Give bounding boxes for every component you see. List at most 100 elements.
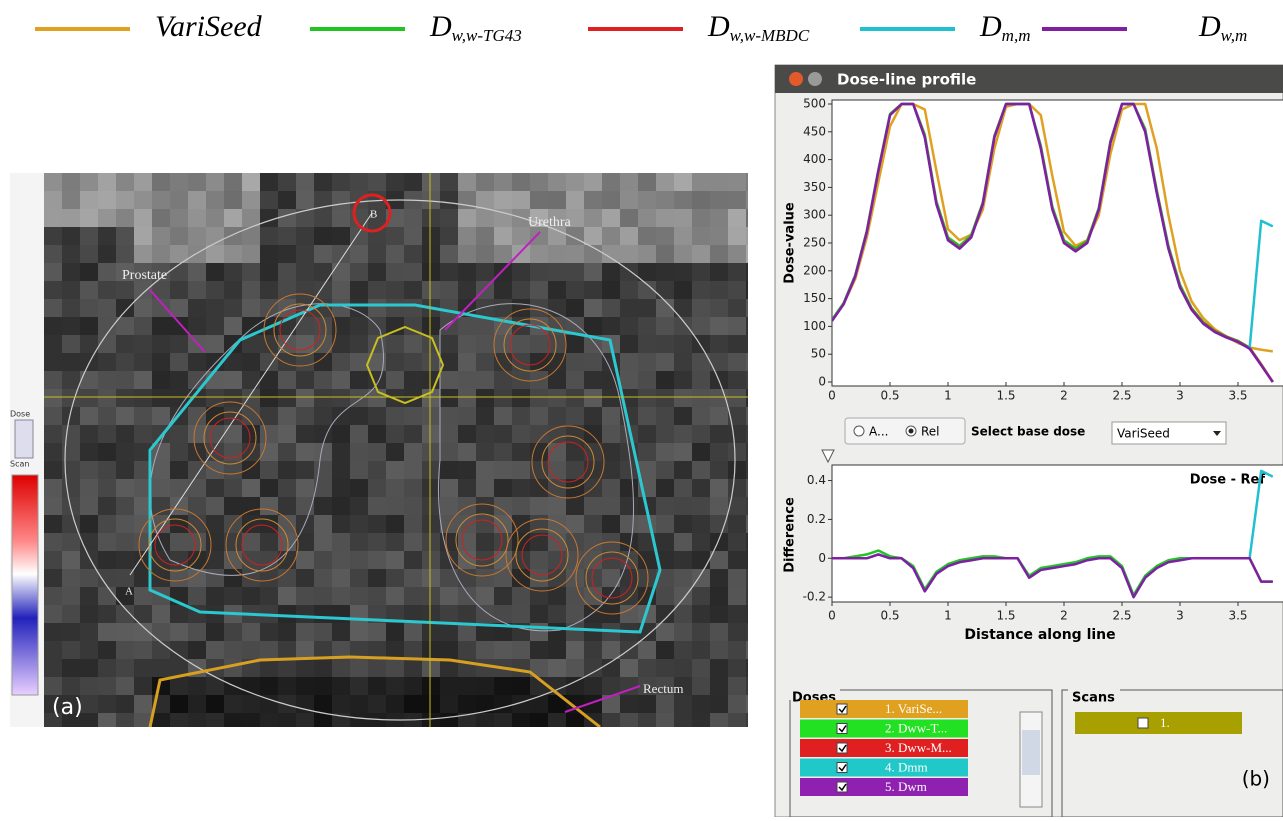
pixel xyxy=(638,209,656,227)
pixel xyxy=(278,659,296,677)
pixel xyxy=(134,317,152,335)
pixel xyxy=(278,263,296,281)
pixel xyxy=(440,641,458,659)
pixel xyxy=(314,515,332,533)
pixel xyxy=(260,587,278,605)
pixel xyxy=(314,425,332,443)
pixel xyxy=(440,335,458,353)
pixel xyxy=(98,479,116,497)
pixel xyxy=(332,695,350,713)
pixel xyxy=(728,389,746,407)
pixel xyxy=(332,371,350,389)
pixel xyxy=(674,587,692,605)
pixel xyxy=(692,623,710,641)
pixel xyxy=(152,551,170,569)
pixel xyxy=(242,191,260,209)
pixel xyxy=(440,569,458,587)
pixel xyxy=(476,173,494,191)
pixel xyxy=(152,245,170,263)
x-tick-label: 1.5 xyxy=(996,389,1015,403)
pixel xyxy=(80,245,98,263)
pixel xyxy=(602,515,620,533)
pixel xyxy=(746,443,764,461)
scan-row[interactable] xyxy=(1075,712,1242,734)
pixel xyxy=(476,587,494,605)
pixel xyxy=(710,659,728,677)
pixel xyxy=(494,407,512,425)
close-button[interactable] xyxy=(789,72,803,86)
pixel xyxy=(494,425,512,443)
scroll-thumb[interactable] xyxy=(1022,730,1040,775)
pixel xyxy=(404,533,422,551)
dose-row[interactable] xyxy=(800,700,968,718)
pixel xyxy=(602,641,620,659)
pixel xyxy=(386,353,404,371)
pixel xyxy=(440,515,458,533)
pixel xyxy=(296,677,314,695)
pixel xyxy=(710,335,728,353)
pixel xyxy=(296,569,314,587)
pixel xyxy=(476,515,494,533)
pixel xyxy=(422,461,440,479)
pixel xyxy=(62,623,80,641)
pixel xyxy=(242,173,260,191)
pixel xyxy=(260,425,278,443)
pixel xyxy=(458,317,476,335)
pixel xyxy=(404,371,422,389)
pixel xyxy=(710,533,728,551)
pixel xyxy=(242,587,260,605)
pixel xyxy=(332,479,350,497)
pixel xyxy=(314,533,332,551)
pixel xyxy=(116,281,134,299)
pixel xyxy=(242,551,260,569)
pixel xyxy=(80,227,98,245)
pixel xyxy=(188,479,206,497)
pixel xyxy=(62,191,80,209)
pixel xyxy=(422,209,440,227)
pixel xyxy=(278,461,296,479)
pixel xyxy=(476,371,494,389)
scan-checkbox[interactable] xyxy=(1138,718,1148,728)
pixel xyxy=(494,389,512,407)
pixel xyxy=(494,533,512,551)
pixel xyxy=(62,659,80,677)
pixel xyxy=(746,281,764,299)
pixel xyxy=(296,659,314,677)
pixel xyxy=(386,677,404,695)
pixel xyxy=(656,587,674,605)
pixel xyxy=(476,569,494,587)
pixel xyxy=(386,263,404,281)
pixel xyxy=(242,281,260,299)
pixel xyxy=(692,587,710,605)
pixel xyxy=(224,497,242,515)
x-tick-label: 0.5 xyxy=(880,389,899,403)
pixel xyxy=(674,299,692,317)
pixel xyxy=(602,479,620,497)
pixel xyxy=(188,353,206,371)
pixel xyxy=(728,677,746,695)
radio-abs[interactable] xyxy=(854,426,864,436)
dose-slider[interactable] xyxy=(15,420,33,458)
pixel xyxy=(350,281,368,299)
pixel xyxy=(44,407,62,425)
pixel xyxy=(602,227,620,245)
pixel xyxy=(350,425,368,443)
pixel xyxy=(44,371,62,389)
pixel xyxy=(440,263,458,281)
pixel xyxy=(728,371,746,389)
pixel xyxy=(278,623,296,641)
dose-row[interactable] xyxy=(800,759,968,777)
pixel xyxy=(332,569,350,587)
dose-row[interactable] xyxy=(800,778,968,796)
pixel xyxy=(674,461,692,479)
pixel xyxy=(728,551,746,569)
pixel xyxy=(422,587,440,605)
minimize-button[interactable] xyxy=(808,72,822,86)
pixel xyxy=(746,227,764,245)
pixel xyxy=(224,245,242,263)
pixel xyxy=(494,497,512,515)
pixel xyxy=(116,389,134,407)
pixel xyxy=(44,569,62,587)
pixel xyxy=(728,353,746,371)
pixel xyxy=(98,173,116,191)
